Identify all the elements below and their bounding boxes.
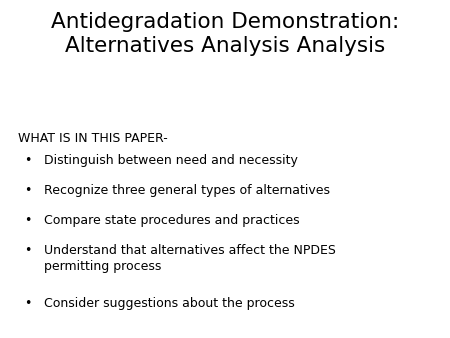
Text: •: • — [24, 296, 32, 310]
Text: WHAT IS IN THIS PAPER-: WHAT IS IN THIS PAPER- — [18, 132, 168, 145]
Text: Distinguish between need and necessity: Distinguish between need and necessity — [44, 154, 298, 167]
Text: •: • — [24, 214, 32, 227]
Text: Understand that alternatives affect the NPDES
permitting process: Understand that alternatives affect the … — [44, 244, 336, 273]
Text: Recognize three general types of alternatives: Recognize three general types of alterna… — [44, 184, 330, 197]
Text: •: • — [24, 154, 32, 167]
Text: Consider suggestions about the process: Consider suggestions about the process — [44, 296, 295, 310]
Text: Compare state procedures and practices: Compare state procedures and practices — [44, 214, 300, 227]
Text: •: • — [24, 244, 32, 257]
Text: •: • — [24, 184, 32, 197]
Text: Antidegradation Demonstration:
Alternatives Analysis Analysis: Antidegradation Demonstration: Alternati… — [51, 12, 399, 56]
